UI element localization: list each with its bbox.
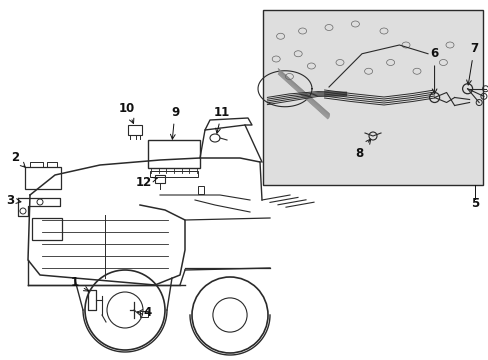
Bar (25, 167, 61, 189)
Text: 1: 1 (71, 276, 88, 291)
Bar (128, 125, 142, 135)
Bar (198, 186, 203, 194)
Text: 7: 7 (466, 42, 477, 85)
Text: 3: 3 (6, 194, 21, 207)
Text: 5: 5 (470, 197, 478, 210)
Text: 8: 8 (355, 139, 370, 160)
Bar (150, 171, 198, 177)
Bar (140, 311, 148, 317)
Text: 9: 9 (170, 105, 179, 139)
Bar (148, 140, 200, 168)
Text: 6: 6 (429, 47, 438, 94)
Text: 12: 12 (136, 176, 157, 189)
Bar (263, 10, 482, 185)
Text: 2: 2 (11, 150, 25, 167)
Text: 4: 4 (138, 306, 152, 319)
Text: 10: 10 (119, 102, 135, 123)
Bar (32, 218, 62, 240)
Bar (155, 175, 164, 183)
Text: 11: 11 (213, 105, 230, 133)
